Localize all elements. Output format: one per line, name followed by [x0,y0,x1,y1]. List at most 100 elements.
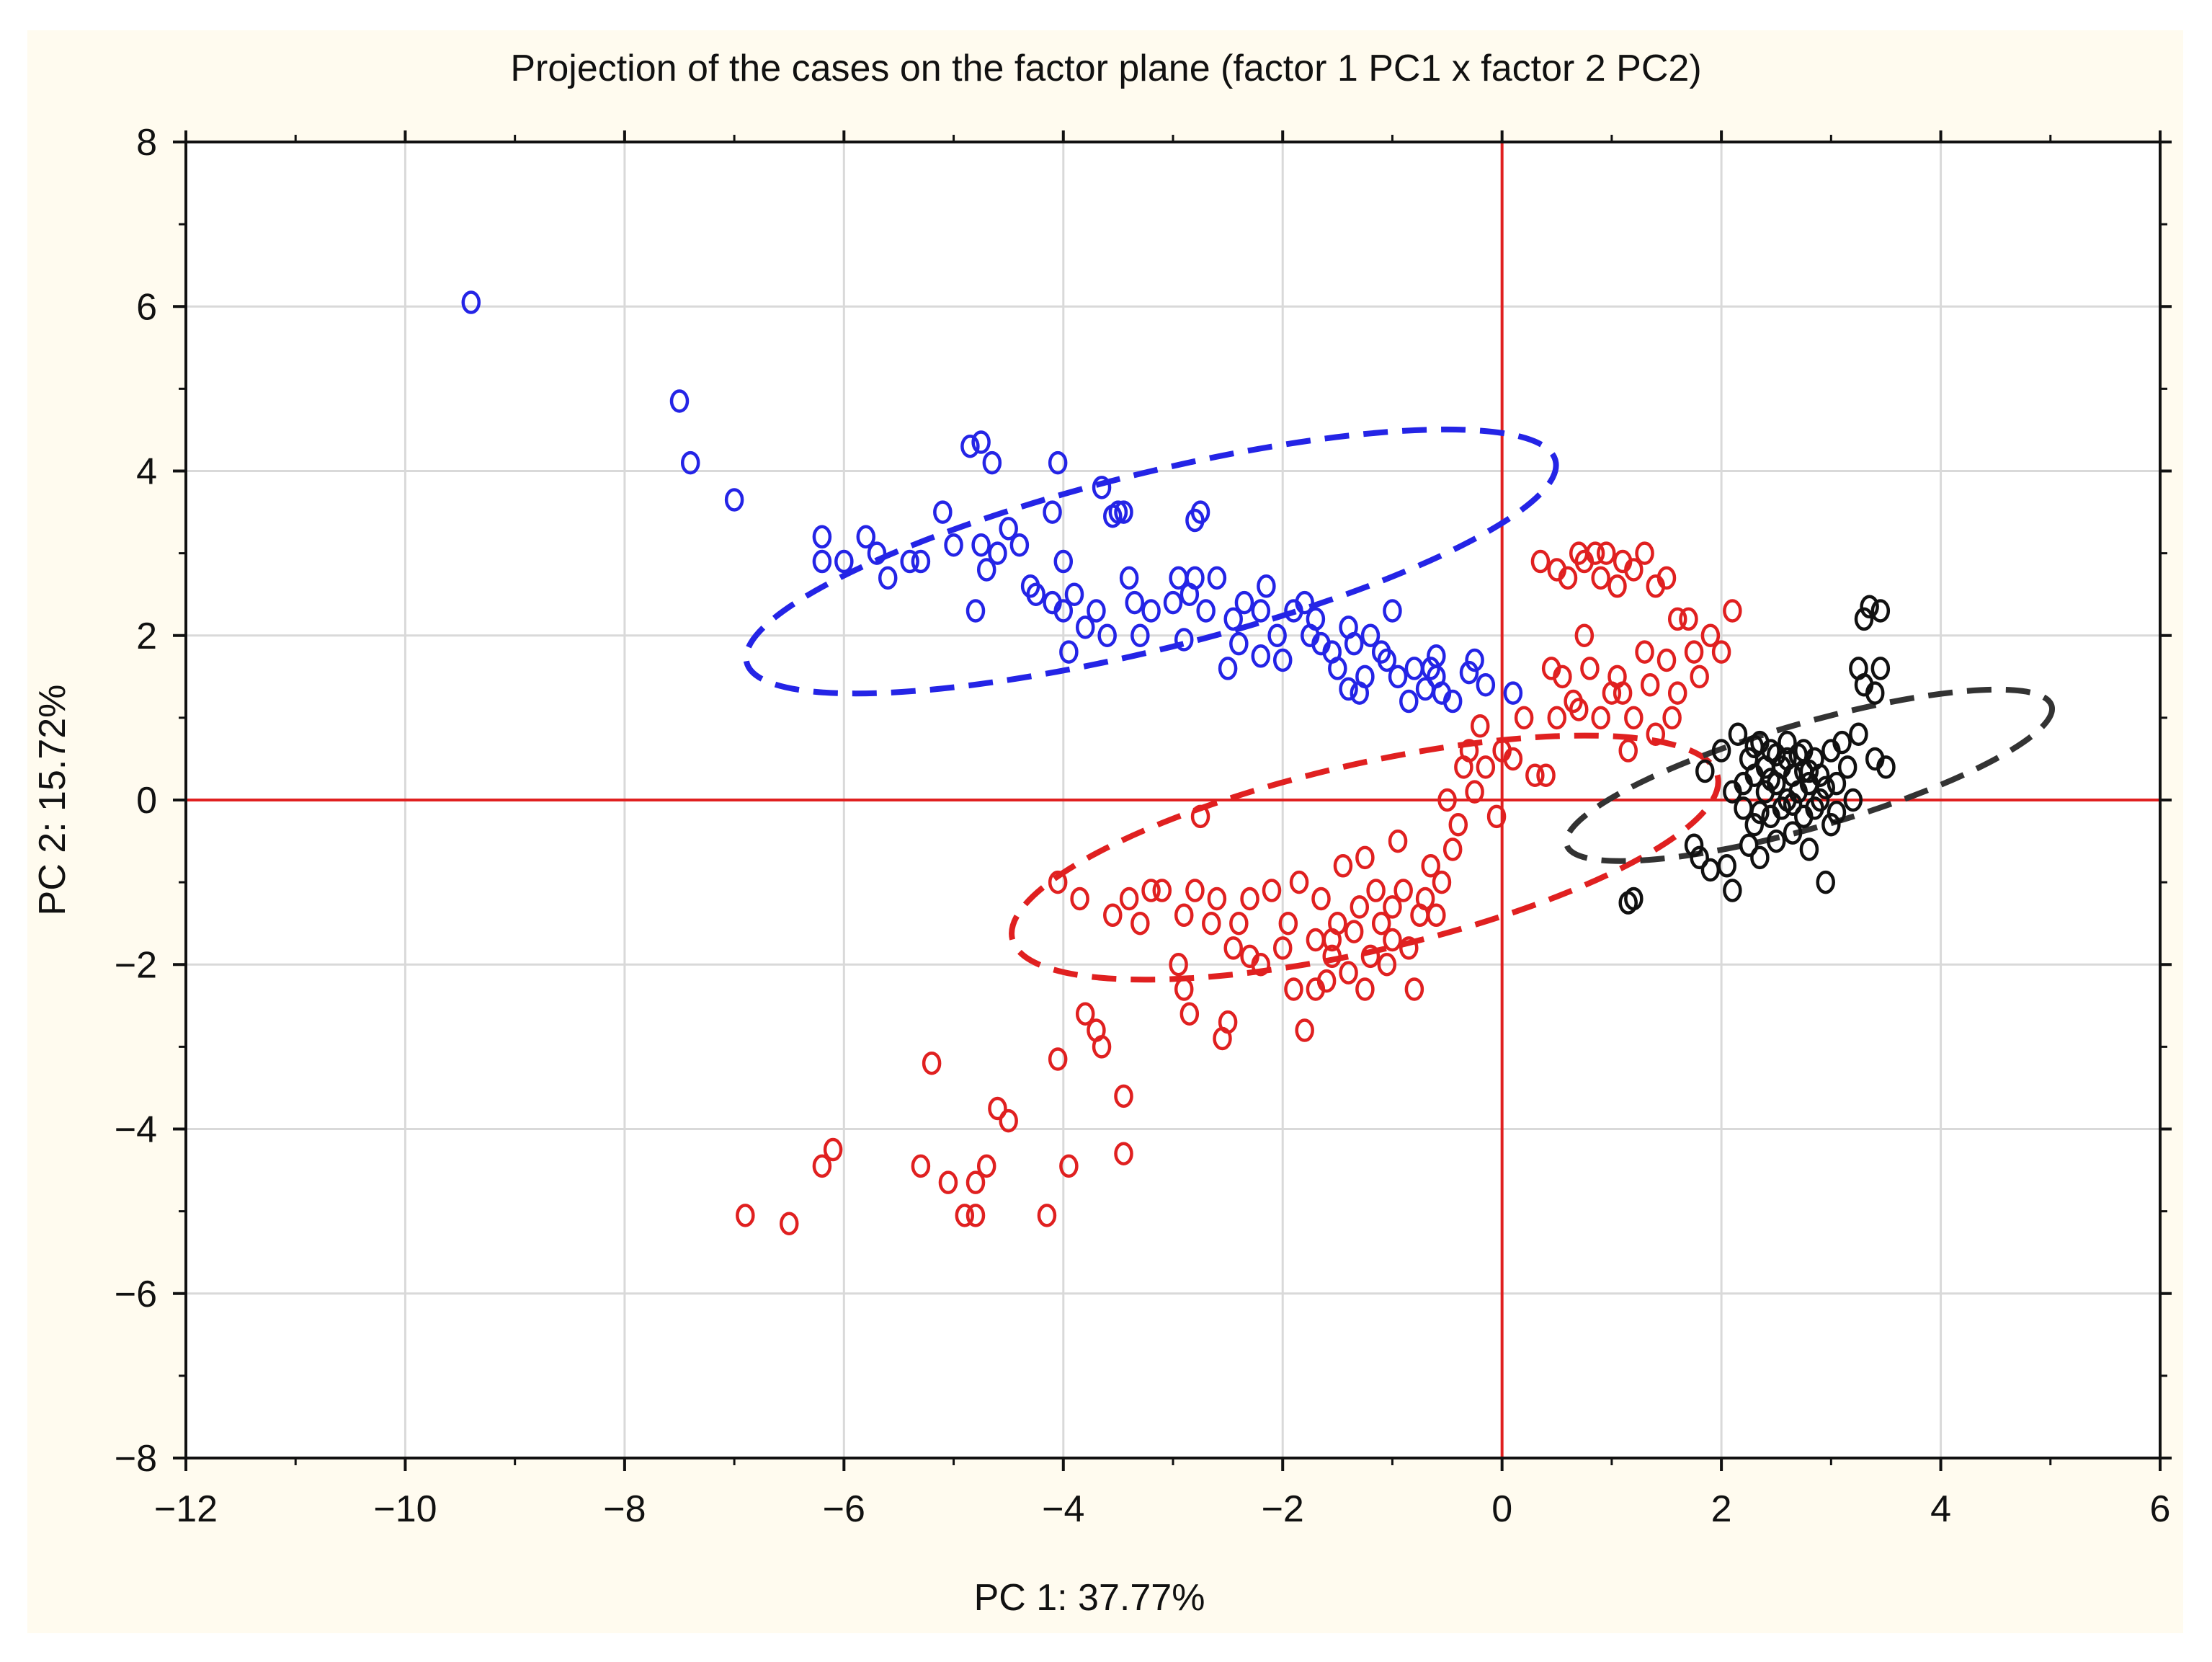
group-black-point [1750,845,1770,870]
y-tick-label: −8 [115,1438,157,1480]
group-black-point [1783,821,1803,845]
group-red-point [1427,903,1446,928]
group-red-point [1152,879,1172,902]
group-blue-point [1257,574,1276,598]
group-red-point [1169,953,1188,977]
group-blue-point [1053,549,1074,574]
x-tick-label: −6 [823,1488,865,1530]
group-blue-point [1163,590,1183,615]
group-red-point [1048,870,1068,894]
group-blue-point [1207,566,1227,590]
group-red-point [736,1204,755,1227]
group-red-point [1525,763,1545,788]
group-red-point [1306,977,1326,1001]
chart-title: Projection of the cases on the factor pl… [510,48,1701,89]
group-black-point [1870,599,1891,623]
group-black-point [1744,812,1765,837]
group-black-point [1778,730,1797,755]
group-blue-point [680,450,700,475]
group-red-point [1366,879,1386,902]
group-blue-point [1459,660,1479,685]
group-black-point [1778,747,1797,771]
group-red-point [1322,944,1342,969]
group-red-point [1667,681,1687,705]
group-blue-point [1355,665,1375,689]
group-black-point [1827,800,1847,825]
group-red-point [1624,558,1644,582]
group-red-point [1656,648,1677,672]
group-red-point [1723,599,1742,623]
group-red-point [1607,574,1627,598]
group-red-point [1141,879,1161,902]
group-red-point [1059,1154,1079,1178]
group-red-point [1174,903,1194,928]
group-blue-point [1048,450,1068,475]
group-red-point [1339,961,1358,985]
group-black-point [1816,870,1835,894]
group-blue-point [1196,599,1216,623]
group-red-point [1618,739,1638,763]
group-red-point [812,1154,832,1178]
group-blue-point [1267,623,1287,647]
group-red-point [1075,1002,1095,1026]
x-tick-label: −10 [373,1488,437,1530]
group-red-point [1690,665,1709,689]
group-red-point [1202,911,1221,936]
group-blue-point [669,389,690,413]
group-black-point [1849,722,1868,746]
group-blue-point [812,549,832,574]
group-red-point [1553,665,1572,689]
group-blue-point [1503,681,1523,705]
group-black-point [1860,595,1879,619]
group-blue-point [960,435,980,458]
x-tick-label: 6 [2150,1488,2171,1530]
group-red-point [1476,755,1496,779]
figure-background: Projection of the cases on the factor pl… [27,30,2183,1633]
y-tick-label: 2 [136,616,157,657]
group-black-point [1695,759,1715,783]
group-red-point [1470,714,1490,738]
group-red-point [1569,698,1589,721]
group-red-point [1393,879,1413,902]
group-red-point [1679,607,1698,631]
group-black-point [1766,742,1786,767]
group-red-point [823,1137,843,1162]
group-black-point [1723,879,1742,902]
group-red-point [1262,879,1282,902]
group-red-point [1585,541,1605,565]
group-black-point [1750,800,1770,825]
group-red-point [1295,1018,1314,1042]
group-black-point [1624,886,1644,911]
group-blue-point [1075,616,1095,639]
group-blue-point [900,549,919,574]
group-red-point [1284,977,1303,1001]
group-red-point [1371,911,1391,936]
group-blue-point [1399,689,1419,714]
group-black-point [1865,681,1885,705]
group-red-point [1289,870,1309,894]
x-tick-label: 0 [1491,1488,1512,1530]
group-red-point [1700,623,1721,647]
group-blue-point [988,541,1007,565]
reference-lines [186,142,2160,1458]
group-black-point [1766,829,1786,853]
group-red-point [1399,936,1419,960]
group-black-point [1717,854,1736,878]
group-red-point [999,1108,1018,1133]
scatter-chart: Projection of the cases on the factor pl… [32,48,2172,1619]
group-red-point [1646,722,1666,746]
group-red-point [1130,911,1150,936]
ellipse-blue [743,426,1559,697]
x-tick-label: −12 [154,1488,218,1530]
grid [186,142,2160,1458]
group-blue-point [1295,590,1314,615]
group-blue-point [1465,648,1484,672]
group-blue-point [1009,533,1030,557]
group-red-point [1174,977,1194,1001]
group-blue-point [1114,500,1133,524]
group-red-point [1185,879,1205,902]
group-black-point [1728,722,1748,746]
y-tick-label: 0 [136,780,157,822]
group-blue-point [1251,599,1271,623]
group-red-point [1207,886,1227,911]
